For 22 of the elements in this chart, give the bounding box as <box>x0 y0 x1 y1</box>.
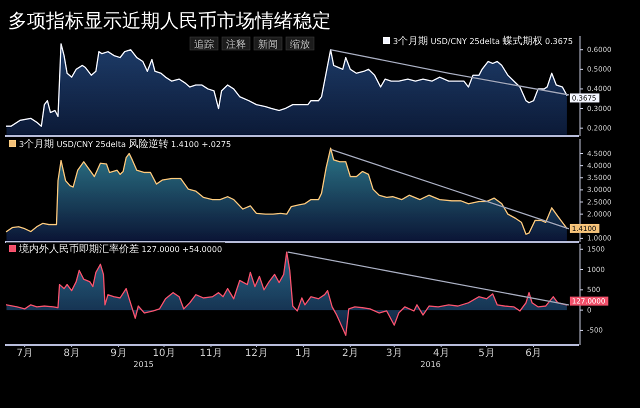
x-tick-label: 10月 <box>152 348 176 360</box>
x-tick-label: 2月 <box>342 348 358 360</box>
x-tick-label: 4月 <box>432 348 450 360</box>
legend-label: 3个月期 USD/CNY 25delta 风险逆转 1.4100 +.0275 <box>19 138 232 150</box>
legend-label: 境内外人民币即期汇率价差 127.0000 +54.0000 <box>18 243 222 255</box>
annotation: 缩放 <box>290 38 310 50</box>
text: 2015 <box>133 360 154 369</box>
annotation: 注释 <box>226 38 246 50</box>
x-tick-label: 1月 <box>295 348 312 360</box>
x-tick-label: 5月 <box>478 348 495 360</box>
x-tick-label: 9月 <box>110 348 127 360</box>
x-tick-label: 6月 <box>525 348 542 360</box>
annotation: 新闻 <box>258 38 278 50</box>
x-tick-label: 3月 <box>386 348 402 360</box>
x-tick-label: 8月 <box>63 348 80 360</box>
annotation: 追踪 <box>194 38 214 50</box>
legend-label: 3个月期 USD/CNY 25delta 蝶式期权 0.3675 <box>393 35 573 47</box>
chart-title: 多项指标显示近期人民币市场情绪稳定 <box>8 10 331 32</box>
x-tick-label: 7月 <box>16 348 33 360</box>
x-tick-label: 11月 <box>200 348 222 360</box>
text: 2016 <box>420 360 441 369</box>
x-tick-label: 12月 <box>245 348 268 360</box>
